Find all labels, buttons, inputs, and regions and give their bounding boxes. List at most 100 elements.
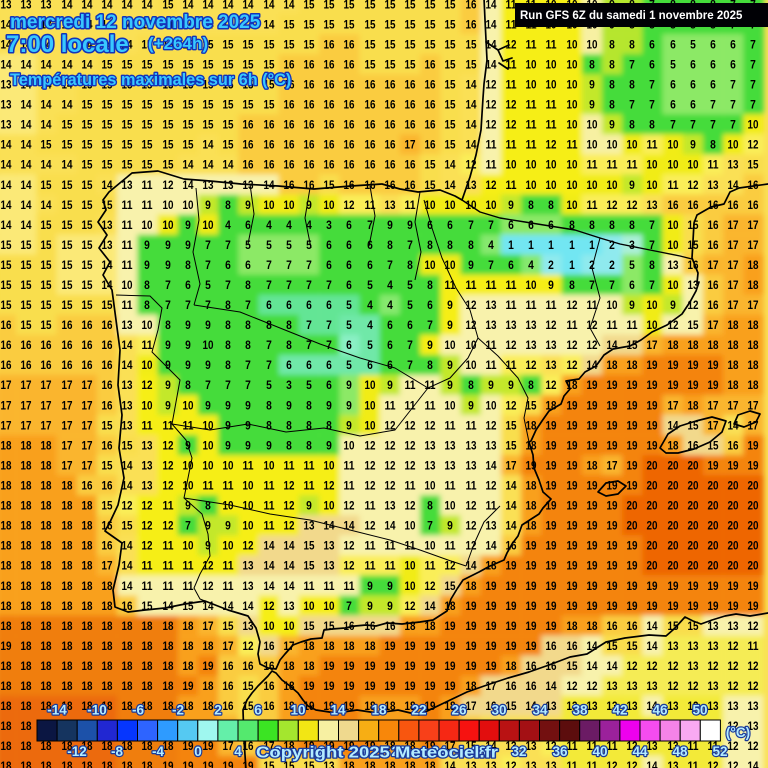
svg-text:19: 19 — [587, 579, 598, 593]
svg-text:14: 14 — [21, 198, 32, 212]
svg-text:11: 11 — [506, 138, 517, 152]
svg-text:13: 13 — [142, 459, 153, 473]
svg-text:10: 10 — [203, 218, 214, 232]
svg-text:2: 2 — [609, 258, 615, 272]
svg-text:19: 19 — [486, 659, 497, 673]
svg-text:44: 44 — [632, 744, 648, 759]
svg-text:13: 13 — [425, 459, 436, 473]
svg-text:11: 11 — [405, 479, 416, 493]
svg-text:19: 19 — [627, 418, 638, 432]
svg-text:8: 8 — [609, 98, 615, 112]
svg-text:16: 16 — [102, 438, 113, 452]
svg-text:6: 6 — [427, 298, 433, 312]
svg-text:15: 15 — [122, 519, 133, 533]
svg-text:8: 8 — [245, 338, 251, 352]
svg-text:15: 15 — [102, 499, 113, 513]
svg-text:11: 11 — [526, 298, 537, 312]
svg-text:9: 9 — [225, 418, 231, 432]
svg-text:13: 13 — [385, 198, 396, 212]
svg-text:19: 19 — [344, 659, 355, 673]
svg-text:12: 12 — [466, 318, 477, 332]
svg-text:17: 17 — [708, 418, 719, 432]
svg-text:10: 10 — [466, 198, 477, 212]
svg-text:18: 18 — [506, 659, 517, 673]
svg-text:10: 10 — [668, 238, 679, 252]
svg-text:16: 16 — [324, 118, 335, 132]
svg-text:5: 5 — [205, 278, 211, 292]
svg-text:15: 15 — [102, 158, 113, 172]
svg-text:15: 15 — [405, 58, 416, 72]
svg-text:8: 8 — [144, 278, 150, 292]
svg-text:18: 18 — [142, 759, 153, 768]
svg-text:7: 7 — [407, 338, 413, 352]
svg-text:15: 15 — [223, 58, 234, 72]
svg-text:14: 14 — [21, 178, 32, 192]
svg-text:13: 13 — [445, 438, 456, 452]
svg-text:14: 14 — [607, 338, 618, 352]
svg-text:7: 7 — [205, 298, 211, 312]
svg-text:10: 10 — [324, 459, 335, 473]
svg-text:11: 11 — [304, 579, 315, 593]
svg-text:8: 8 — [427, 358, 433, 372]
svg-text:13: 13 — [668, 699, 679, 713]
svg-text:15: 15 — [102, 298, 113, 312]
svg-text:19: 19 — [728, 599, 739, 613]
svg-text:15: 15 — [445, 37, 456, 51]
svg-text:1: 1 — [548, 238, 554, 252]
svg-text:9: 9 — [367, 579, 373, 593]
svg-text:17: 17 — [21, 418, 32, 432]
svg-text:13: 13 — [445, 459, 456, 473]
svg-text:15: 15 — [425, 178, 436, 192]
svg-text:9: 9 — [367, 599, 373, 613]
svg-text:14: 14 — [102, 0, 113, 11]
svg-text:19: 19 — [1, 639, 12, 653]
svg-text:15: 15 — [748, 158, 759, 172]
svg-text:13: 13 — [546, 358, 557, 372]
svg-text:17: 17 — [62, 438, 73, 452]
svg-text:9: 9 — [185, 338, 191, 352]
svg-text:19: 19 — [506, 599, 517, 613]
svg-text:14: 14 — [647, 759, 658, 768]
svg-text:16: 16 — [385, 78, 396, 92]
svg-text:11: 11 — [142, 198, 153, 212]
svg-text:11: 11 — [526, 98, 537, 112]
svg-text:19: 19 — [526, 459, 537, 473]
svg-text:20: 20 — [688, 459, 699, 473]
svg-text:7: 7 — [468, 218, 474, 232]
svg-text:4: 4 — [488, 238, 494, 252]
svg-text:15: 15 — [1, 298, 12, 312]
svg-text:16: 16 — [668, 198, 679, 212]
svg-text:18: 18 — [304, 639, 315, 653]
svg-text:15: 15 — [102, 418, 113, 432]
svg-text:18: 18 — [82, 599, 93, 613]
svg-text:10: 10 — [587, 118, 598, 132]
svg-text:2: 2 — [609, 238, 615, 252]
svg-text:7: 7 — [185, 298, 191, 312]
svg-text:16: 16 — [304, 178, 315, 192]
svg-text:18: 18 — [122, 759, 133, 768]
svg-text:6: 6 — [346, 258, 352, 272]
svg-text:15: 15 — [627, 338, 638, 352]
svg-text:4: 4 — [387, 278, 393, 292]
svg-text:19: 19 — [546, 599, 557, 613]
svg-text:18: 18 — [142, 659, 153, 673]
svg-text:7: 7 — [730, 118, 736, 132]
svg-text:14: 14 — [264, 0, 275, 11]
svg-text:18: 18 — [627, 358, 638, 372]
svg-text:16: 16 — [607, 619, 618, 633]
svg-text:14: 14 — [466, 559, 477, 573]
svg-text:9: 9 — [589, 78, 595, 92]
svg-text:10: 10 — [284, 619, 295, 633]
svg-text:11: 11 — [708, 158, 719, 172]
svg-text:17: 17 — [223, 639, 234, 653]
svg-text:15: 15 — [163, 0, 174, 11]
svg-text:11: 11 — [506, 58, 517, 72]
svg-text:18: 18 — [466, 579, 477, 593]
svg-text:20: 20 — [748, 539, 759, 553]
svg-text:15: 15 — [506, 418, 517, 432]
svg-text:15: 15 — [183, 98, 194, 112]
svg-text:20: 20 — [748, 479, 759, 493]
svg-text:18: 18 — [203, 699, 214, 713]
svg-text:13: 13 — [243, 178, 254, 192]
svg-text:16: 16 — [41, 338, 52, 352]
